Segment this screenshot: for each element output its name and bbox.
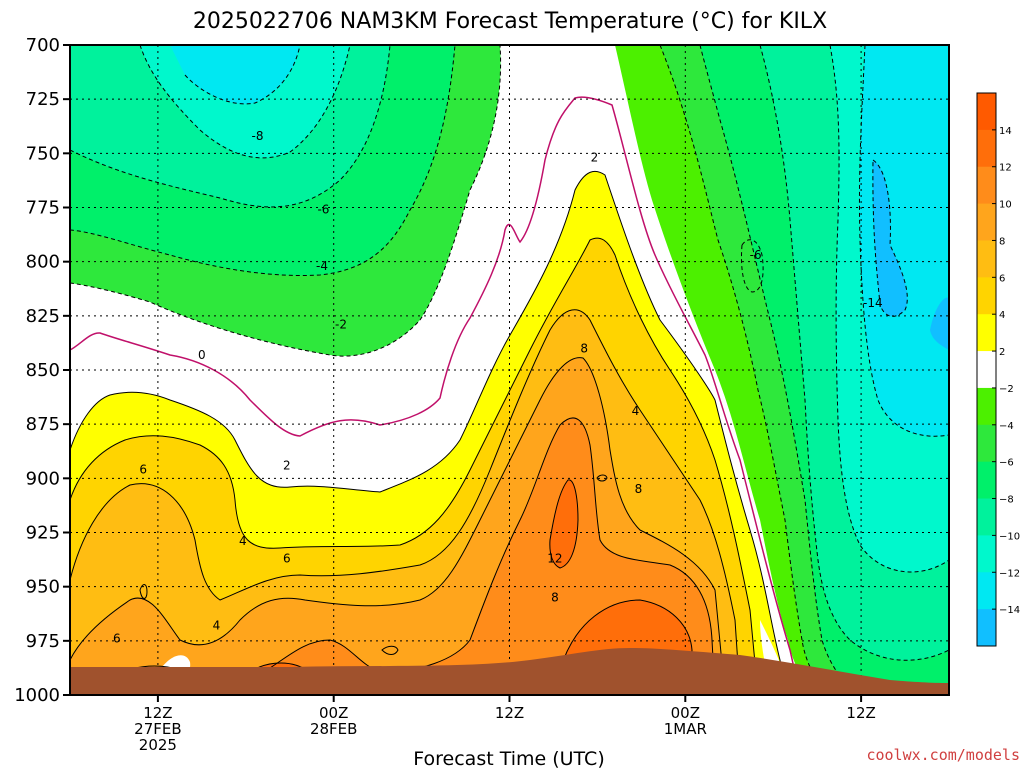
y-tick-label: 725 [26, 89, 60, 110]
y-tick-label: 900 [26, 468, 60, 489]
contour-label: -2 [335, 318, 347, 332]
colorbar-band [977, 387, 996, 426]
contour-label: 12 [547, 552, 562, 566]
colorbar-band [977, 535, 996, 573]
contour-label: 2 [283, 458, 291, 472]
contour-label: 0 [198, 348, 206, 362]
contour-label: -6 [750, 248, 762, 262]
temperature-fill-regions [70, 45, 949, 695]
colorbar-band [977, 461, 996, 500]
y-tick-label: 875 [26, 414, 60, 435]
colorbar-tick-label: 2 [999, 347, 1005, 358]
colorbar-band [977, 572, 996, 610]
colorbar-tick-label: 4 [999, 310, 1005, 321]
colorbar-tick-label: −14 [999, 605, 1020, 616]
colorbar-band [977, 203, 996, 241]
x-tick-label: 12Z [143, 704, 172, 722]
contour-label: 6 [283, 552, 291, 566]
chart-title: 2025022706 NAM3KM Forecast Temperature (… [193, 9, 827, 34]
contour-label: 4 [632, 404, 640, 418]
x-tick-label: 12Z [495, 704, 524, 722]
y-tick-label: 1000 [14, 685, 60, 706]
colorbar-band [977, 277, 996, 315]
colorbar-tick-label: −4 [999, 421, 1014, 432]
contour-labels: -8 -6 -4 -2 0 2 6 4 6 4 6 2 8 4 8 12 8 -6 -14 [113, 129, 883, 646]
y-tick-label: 800 [26, 252, 60, 273]
contour-label: 4 [213, 619, 221, 633]
contour-label: 6 [139, 463, 147, 477]
x-tick-label: 28FEB [310, 720, 357, 738]
chart-gridlines [70, 45, 949, 695]
colorbar-frame [976, 92, 997, 647]
colorbar-band [977, 498, 996, 536]
colorbar-tick-label: 6 [999, 273, 1005, 284]
colorbar-band [977, 240, 996, 278]
y-tick-label: 825 [26, 306, 60, 327]
colorbar-band [977, 129, 996, 168]
contour-label: 8 [635, 482, 643, 496]
contour-label: 8 [551, 591, 559, 605]
x-tick-label: 1MAR [664, 720, 707, 738]
contour-label: 6 [113, 632, 121, 646]
y-tick-label: 775 [26, 198, 60, 219]
contour-label: -4 [316, 259, 328, 273]
colorbar-tick-label: 10 [999, 200, 1012, 211]
contour-label: -6 [317, 203, 329, 217]
contour-label: -14 [863, 296, 883, 310]
contour-label: 8 [580, 341, 588, 355]
y-axis: 700 725 750 775 800 825 850 875 900 925 950 975 1000 [14, 35, 70, 706]
x-tick-label: 00Z [319, 704, 348, 722]
colorbar-band [977, 351, 996, 389]
colorbar-band [977, 166, 996, 205]
y-tick-label: 975 [26, 631, 60, 652]
y-tick-label: 950 [26, 577, 60, 598]
contour-label: 2 [591, 151, 599, 165]
colorbar-tick-label: −8 [999, 495, 1014, 506]
terrain-ground [70, 648, 949, 695]
y-tick-label: 925 [26, 523, 60, 544]
x-tick-label: 00Z [671, 704, 700, 722]
x-axis-label: Forecast Time (UTC) [413, 748, 604, 768]
x-tick-label: 27FEB [134, 720, 181, 738]
colorbar-tick-label: −12 [999, 568, 1020, 579]
colorbar-tick-label: −2 [999, 384, 1014, 395]
credit-text: coolwx.com/models [866, 746, 1020, 764]
colorbar-tick-label: 8 [999, 236, 1005, 247]
colorbar-tick-label: 12 [999, 163, 1012, 174]
colorbar-tick-label: −6 [999, 458, 1014, 469]
colorbar-band [977, 93, 996, 131]
colorbar-tick-label: −10 [999, 531, 1020, 542]
y-tick-label: 750 [26, 143, 60, 164]
colorbar-band [977, 314, 996, 352]
y-tick-label: 700 [26, 35, 60, 56]
x-tick-label: 2025 [139, 736, 177, 754]
contour-label: -8 [252, 129, 264, 143]
colorbar-band [977, 609, 996, 647]
colorbar-tick-label: 14 [999, 126, 1012, 137]
contour-label: 4 [239, 534, 247, 548]
colorbar-band [977, 424, 996, 463]
x-tick-label: 12Z [846, 704, 875, 722]
colorbar: 14 12 10 8 6 4 2 −2 −4 −6 −8 −10 −12 −14 [976, 92, 1020, 647]
y-tick-label: 850 [26, 360, 60, 381]
